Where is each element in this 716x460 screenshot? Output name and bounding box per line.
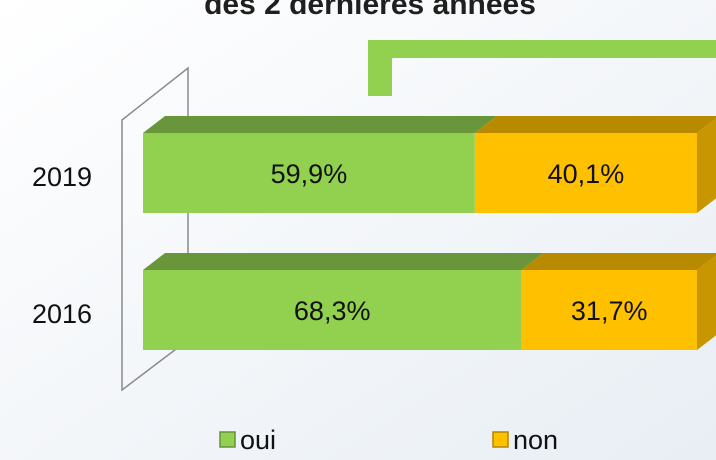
bar — [143, 133, 475, 213]
bar-top — [474, 116, 716, 133]
data-label: 59,9% — [271, 159, 348, 189]
legend-label: oui — [240, 425, 276, 455]
y-tick-label: 2019 — [32, 162, 92, 192]
bar-side — [697, 255, 716, 350]
data-label: 40,1% — [548, 159, 625, 189]
data-label: 68,3% — [294, 296, 371, 326]
bar-side — [697, 118, 716, 213]
bar-top — [143, 253, 544, 270]
y-tick-label: 2016 — [32, 299, 92, 329]
bar — [521, 270, 697, 350]
legend-swatch — [219, 431, 236, 448]
bar-top — [521, 253, 716, 270]
decoration — [368, 40, 716, 96]
bar — [143, 270, 522, 350]
legend-swatch — [492, 431, 509, 448]
data-label: 31,7% — [571, 296, 648, 326]
chart-title: des 2 dernières années — [204, 0, 536, 21]
bar — [474, 133, 697, 213]
legend-label: non — [513, 425, 558, 455]
bar-top — [143, 116, 497, 133]
